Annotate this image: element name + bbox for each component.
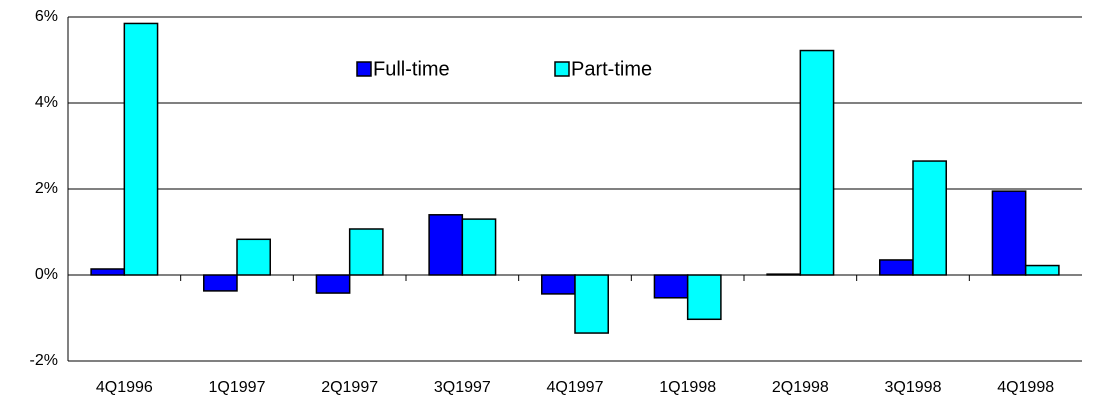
bar [879, 259, 914, 276]
bar [766, 273, 802, 276]
bar [203, 274, 238, 292]
bar [461, 218, 497, 276]
y-tick-label: 0% [35, 266, 58, 283]
bar [123, 22, 159, 276]
legend-label: Full-time [373, 58, 450, 80]
bar [653, 274, 689, 299]
bar [1024, 264, 1060, 276]
y-tick-label: 2% [35, 180, 58, 197]
x-tick-label: 2Q1997 [321, 379, 378, 396]
bar [348, 228, 384, 276]
x-tick-label: 1Q1997 [209, 379, 266, 396]
bar [912, 160, 947, 276]
legend-swatch [356, 61, 372, 77]
bar [428, 214, 464, 276]
x-tick-label: 4Q1997 [547, 379, 604, 396]
y-tick-label: 4% [35, 94, 58, 111]
legend-label: Part-time [571, 58, 652, 80]
bar [991, 190, 1027, 276]
x-tick-label: 2Q1998 [772, 379, 829, 396]
x-tick-label: 1Q1998 [659, 379, 716, 396]
legend-swatch [554, 61, 570, 77]
bar [315, 274, 351, 294]
y-tick-label: 6% [35, 8, 58, 25]
x-tick-label: 3Q1998 [885, 379, 942, 396]
x-tick-label: 3Q1997 [434, 379, 491, 396]
bar [236, 238, 271, 276]
bar [686, 274, 722, 321]
legend: Full-time Part-time [356, 58, 652, 80]
bar [574, 274, 609, 334]
bar [799, 49, 835, 276]
x-tick-label: 4Q1998 [997, 379, 1054, 396]
y-tick-label: -2% [30, 352, 58, 369]
x-tick-label: 4Q1996 [96, 379, 153, 396]
bar [541, 274, 576, 295]
bar [90, 268, 126, 276]
